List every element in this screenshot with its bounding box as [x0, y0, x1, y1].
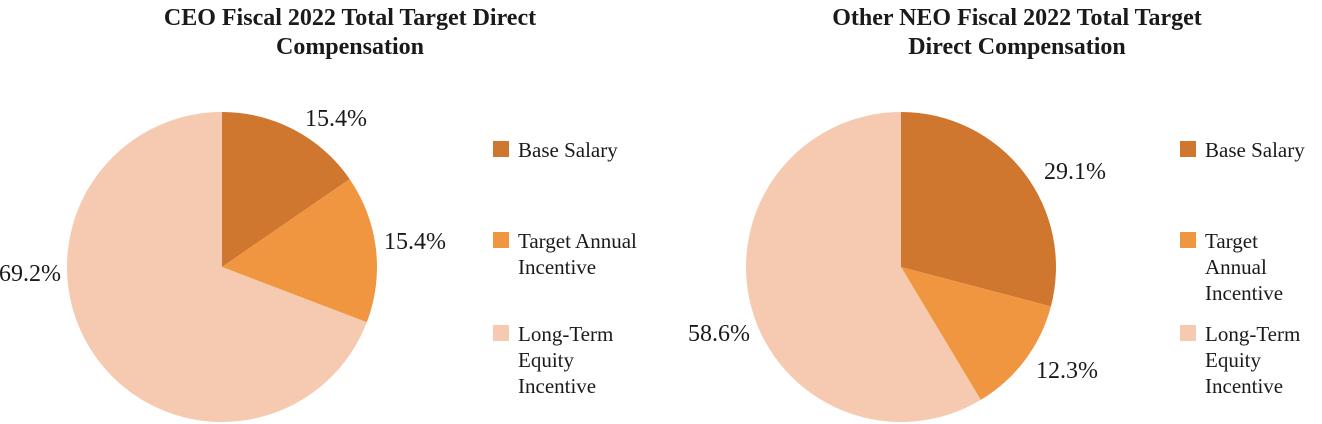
legend-item-ceo-long-term-equity-incentive: Long-Term Equity Incentive	[493, 321, 613, 399]
legend-swatch-target-annual-incentive	[1180, 232, 1196, 248]
pie-slice-long-term-equity-incentive	[746, 112, 981, 422]
legend-label: Target Annual Incentive	[518, 229, 637, 279]
pie-chart-other-neo	[746, 112, 1056, 422]
slice-label-neo-target-annual-incentive: 12.3%	[1036, 358, 1098, 384]
pie-slice-target-annual-incentive	[901, 267, 1051, 400]
legend-swatch-target-annual-incentive	[493, 232, 509, 248]
legend-item-neo-target-annual-incentive: Target Annual Incentive	[1180, 228, 1322, 306]
chart-title-other-neo: Other NEO Fiscal 2022 Total Target Direc…	[832, 5, 1202, 60]
slice-label-neo-base-salary: 29.1%	[1044, 159, 1106, 185]
slice-label-neo-long-term-equity-incentive: 58.6%	[688, 321, 750, 347]
chart-title-ceo: CEO Fiscal 2022 Total Target Direct Comp…	[163, 5, 537, 60]
pie-slice-long-term-equity-incentive	[67, 112, 367, 422]
legend-label: Base Salary	[1205, 138, 1305, 162]
pie-slice-base-salary	[222, 112, 350, 267]
legend-item-neo-base-salary: Base Salary	[1180, 137, 1305, 163]
slice-label-ceo-base-salary: 15.4%	[305, 106, 367, 132]
legend-item-ceo-target-annual-incentive: Target Annual Incentive	[493, 228, 637, 280]
legend-label: Long-Term Equity Incentive	[1205, 322, 1301, 398]
slice-label-ceo-target-annual-incentive: 15.4%	[384, 229, 446, 255]
pie-slice-target-annual-incentive	[222, 179, 377, 323]
legend-label: Target Annual Incentive	[1205, 229, 1284, 305]
slice-label-ceo-long-term-equity-incentive: 69.2%	[0, 261, 61, 287]
legend-swatch-long-term-equity-incentive	[493, 325, 509, 341]
legend-label: Base Salary	[518, 138, 618, 162]
legend-item-neo-long-term-equity-incentive: Long-Term Equity Incentive	[1180, 321, 1300, 399]
legend-swatch-long-term-equity-incentive	[1180, 325, 1196, 341]
pie-slice-base-salary	[901, 112, 1056, 307]
legend-label: Long-Term Equity Incentive	[518, 322, 614, 398]
legend-item-ceo-base-salary: Base Salary	[493, 137, 618, 163]
legend-swatch-base-salary	[493, 141, 509, 157]
legend-swatch-base-salary	[1180, 141, 1196, 157]
pie-chart-ceo	[67, 112, 377, 422]
